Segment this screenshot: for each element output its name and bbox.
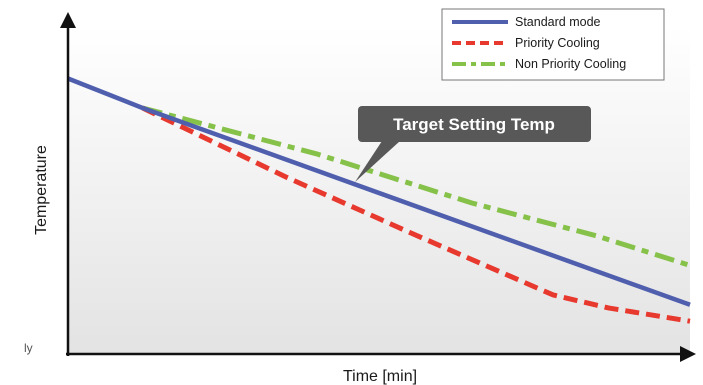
legend-label: Standard mode (515, 15, 601, 29)
y-axis-arrow (60, 12, 76, 28)
series-line-standard-mode (67, 76, 691, 307)
fragment-text: ly (24, 341, 33, 355)
legend-label: Non Priority Cooling (515, 57, 626, 71)
x-axis-arrow (680, 346, 696, 362)
legend: Standard mode Priority Cooling Non Priorit… (441, 8, 665, 81)
series-line-non-priority-cooling (142, 105, 691, 268)
x-axis-title: Time [min] (343, 368, 417, 385)
legend-label: Priority Cooling (515, 36, 600, 50)
series-layer (67, 76, 691, 324)
series-line-priority-cooling (141, 105, 691, 324)
annotation-callout: Target Setting Temp (355, 106, 591, 182)
plot-area (68, 26, 690, 354)
annotation-text: Target Setting Temp (393, 115, 555, 134)
y-axis-title: Temperature (33, 145, 50, 235)
